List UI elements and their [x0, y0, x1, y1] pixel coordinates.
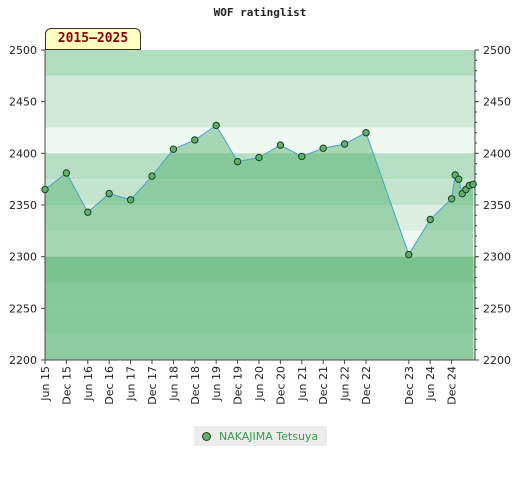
- background-band: [45, 282, 475, 309]
- background-band: [45, 230, 475, 257]
- data-point: [62, 169, 71, 177]
- data-point: [447, 195, 456, 203]
- background-band: [45, 205, 475, 231]
- y-tick-label-right: 2500: [483, 44, 511, 57]
- data-point: [319, 144, 327, 152]
- data-point: [298, 152, 306, 161]
- y-tick-label-right: 2400: [483, 147, 511, 160]
- x-tick-label: Jun 19: [210, 366, 223, 402]
- data-point: [105, 189, 113, 198]
- chart-title: WOF ratinglist: [213, 6, 307, 19]
- x-tick-label: Jun 22: [339, 366, 352, 402]
- background-band: [45, 50, 475, 76]
- y-tick-label-right: 2300: [483, 251, 511, 264]
- x-tick-label: Jun 15: [39, 366, 52, 402]
- x-tick-label: Jun 20: [253, 366, 266, 402]
- background-band: [45, 256, 475, 283]
- x-tick-label: Dec 24: [446, 366, 459, 405]
- legend-marker-icon: [202, 431, 211, 441]
- data-point: [233, 157, 242, 166]
- background-band: [45, 308, 475, 335]
- y-tick-label-left: 2500: [9, 44, 37, 57]
- x-tick-label: Dec 16: [103, 366, 116, 405]
- y-tick-label-left: 2250: [9, 302, 37, 315]
- x-tick-label: Dec 15: [60, 366, 73, 405]
- data-point: [126, 196, 135, 204]
- background-band: [45, 334, 475, 360]
- x-tick-label: Dec 19: [232, 366, 245, 405]
- y-tick-label-left: 2400: [9, 147, 37, 160]
- y-tick-label-left: 2300: [9, 251, 37, 264]
- x-tick-label: Dec 18: [189, 366, 202, 405]
- x-tick-label: Dec 20: [274, 366, 287, 405]
- x-tick-label: Jun 24: [424, 366, 437, 402]
- x-tick-label: Jun 18: [167, 366, 180, 402]
- x-tick-label: Dec 22: [360, 366, 373, 405]
- background-band: [45, 179, 475, 205]
- x-tick-label: Dec 23: [403, 366, 416, 405]
- data-point: [405, 250, 413, 259]
- background-band: [45, 101, 475, 128]
- x-tick-label: Jun 21: [296, 366, 309, 402]
- background-band: [45, 75, 475, 102]
- legend-label: NAKAJIMA Tetsuya: [219, 429, 319, 443]
- data-point: [41, 185, 49, 194]
- y-tick-label-left: 2350: [9, 199, 37, 212]
- x-tick-label: Dec 21: [317, 366, 330, 405]
- x-tick-label: Jun 17: [125, 366, 138, 402]
- data-point: [255, 153, 263, 162]
- data-point: [212, 121, 220, 130]
- data-point: [455, 175, 463, 183]
- y-tick-label-right: 2250: [483, 302, 511, 315]
- y-tick-label-right: 2450: [483, 96, 511, 109]
- data-point: [276, 141, 285, 149]
- x-tick-label: Dec 17: [146, 366, 159, 405]
- legend: NAKAJIMA Tetsuya: [194, 426, 327, 446]
- data-point: [191, 136, 199, 144]
- y-tick-label-left: 2200: [9, 354, 37, 367]
- y-tick-label-left: 2450: [9, 96, 37, 109]
- data-point: [340, 140, 349, 148]
- date-range-badge: 2015—2025: [45, 28, 141, 50]
- x-tick-label: Jun 16: [82, 366, 95, 402]
- y-tick-label-right: 2350: [483, 199, 511, 212]
- data-point: [426, 215, 434, 224]
- background-band: [45, 127, 475, 154]
- series-area: [45, 125, 473, 361]
- data-point: [148, 172, 156, 180]
- y-tick-label-right: 2200: [483, 354, 511, 367]
- data-point: [362, 129, 370, 137]
- data-point: [169, 145, 178, 153]
- data-point: [84, 208, 92, 216]
- data-point: [469, 180, 477, 189]
